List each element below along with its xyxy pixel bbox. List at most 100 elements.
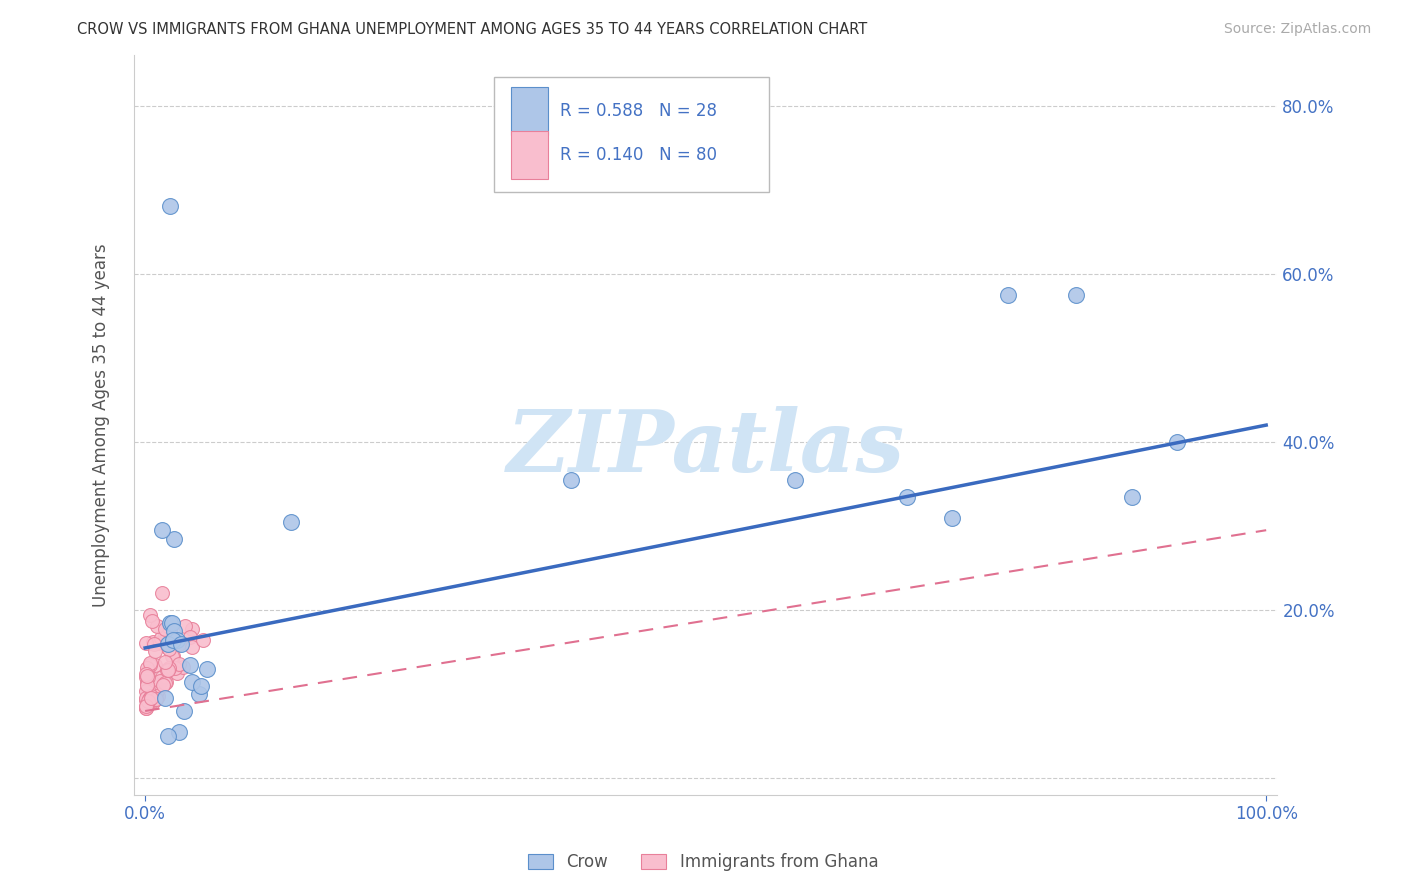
Point (155, 674, 177, 689)
Point (135, 691, 157, 706)
Point (139, 680, 162, 694)
Point (139, 696, 162, 710)
Point (155, 676, 177, 690)
Point (138, 690, 160, 705)
Text: Source: ZipAtlas.com: Source: ZipAtlas.com (1223, 22, 1371, 37)
Point (135, 660, 157, 674)
Point (190, 679, 212, 693)
Point (135, 701, 157, 715)
Point (135, 666, 157, 681)
Point (156, 663, 179, 677)
Point (1166, 434, 1188, 449)
Point (155, 691, 177, 706)
Point (142, 676, 165, 690)
Point (143, 658, 166, 673)
Point (163, 532, 186, 546)
Point (145, 692, 167, 706)
Point (139, 657, 162, 672)
Point (139, 690, 162, 704)
Point (136, 688, 159, 702)
Point (169, 657, 191, 672)
Point (146, 690, 169, 704)
Point (941, 510, 963, 524)
Point (155, 628, 177, 642)
Point (1064, 287, 1087, 301)
Point (181, 640, 204, 654)
Point (135, 670, 157, 684)
Point (142, 635, 165, 649)
Point (156, 729, 179, 743)
Point (135, 669, 157, 683)
Point (138, 693, 160, 707)
Point (162, 649, 184, 664)
Point (193, 633, 215, 648)
Point (135, 636, 157, 650)
Point (173, 704, 195, 718)
Point (146, 618, 169, 632)
Point (997, 287, 1019, 301)
Point (167, 637, 190, 651)
Point (136, 684, 159, 698)
Point (188, 687, 211, 701)
Point (149, 674, 172, 689)
Point (143, 643, 166, 657)
Point (150, 523, 173, 537)
Point (163, 624, 186, 639)
Point (195, 662, 218, 676)
Point (560, 473, 582, 487)
Point (179, 657, 201, 672)
Point (1121, 490, 1143, 504)
Point (142, 695, 165, 709)
Point (150, 586, 173, 600)
Point (156, 628, 179, 642)
Point (139, 690, 162, 705)
Point (160, 649, 183, 664)
Point (136, 670, 159, 684)
Point (159, 199, 181, 213)
Point (136, 664, 159, 678)
Point (153, 623, 176, 637)
Point (785, 473, 807, 487)
Point (135, 699, 157, 714)
Point (135, 698, 157, 713)
Point (136, 676, 159, 690)
Point (145, 691, 167, 706)
Point (152, 678, 174, 692)
Point (143, 637, 166, 651)
Text: R = 0.588   N = 28: R = 0.588 N = 28 (561, 102, 717, 120)
Point (135, 684, 157, 698)
Point (174, 619, 197, 633)
Point (146, 681, 169, 696)
Point (166, 632, 188, 647)
Point (139, 608, 162, 623)
Point (149, 631, 172, 645)
Point (146, 684, 169, 698)
Point (179, 630, 201, 644)
Point (135, 693, 157, 707)
Point (141, 614, 163, 628)
Point (156, 663, 179, 677)
Point (136, 678, 159, 692)
Bar (512, 87, 548, 135)
Y-axis label: Unemployment Among Ages 35 to 44 years: Unemployment Among Ages 35 to 44 years (93, 244, 110, 607)
Point (136, 697, 159, 711)
Point (159, 624, 181, 639)
Point (139, 656, 162, 670)
Point (166, 666, 188, 681)
Point (143, 679, 166, 693)
Point (280, 515, 302, 529)
Legend: Crow, Immigrants from Ghana: Crow, Immigrants from Ghana (519, 845, 887, 880)
Point (136, 694, 159, 708)
Point (150, 670, 173, 684)
Point (135, 700, 157, 714)
Point (139, 689, 162, 703)
Point (159, 615, 181, 630)
Point (157, 661, 180, 675)
Point (156, 640, 179, 655)
Point (141, 680, 163, 694)
Point (138, 692, 160, 706)
Text: R = 0.140   N = 80: R = 0.140 N = 80 (561, 146, 717, 164)
FancyBboxPatch shape (494, 78, 769, 192)
Point (135, 698, 157, 712)
Bar (512, 131, 548, 179)
